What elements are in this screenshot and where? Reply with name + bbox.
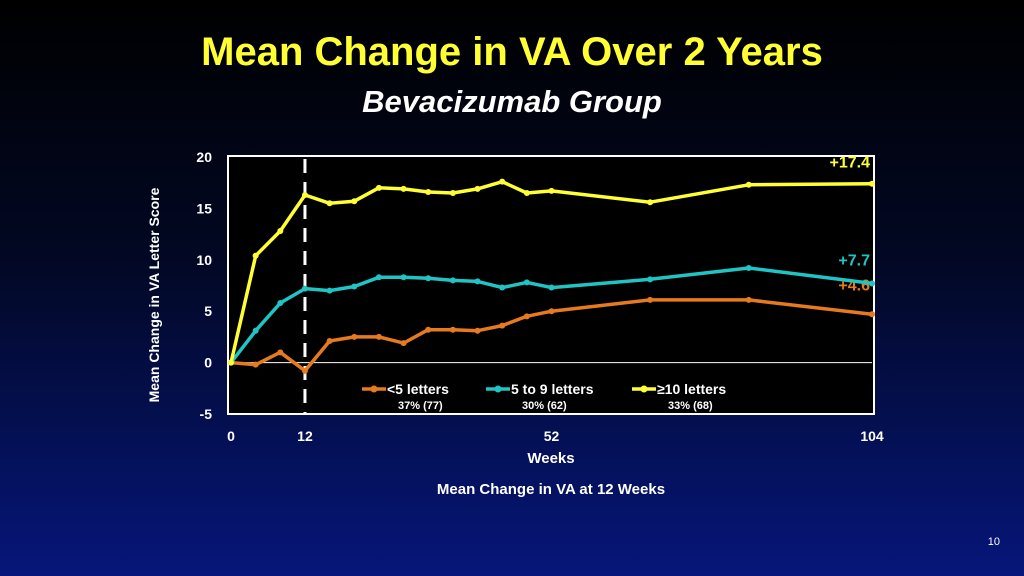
- legend: <5 letters 37% (77) 5 to 9 letters 30% (62)…: [362, 381, 726, 412]
- data-point: [523, 279, 530, 286]
- data-point: [326, 287, 333, 294]
- x-tick-label: 104: [860, 428, 884, 444]
- data-point: [869, 180, 875, 187]
- data-point: [252, 327, 259, 334]
- data-point: [326, 338, 333, 345]
- data-point: [745, 181, 752, 188]
- data-point: [745, 265, 752, 272]
- data-point: [647, 276, 654, 283]
- legend-sublabel: 37% (77): [398, 400, 443, 412]
- legend-label: <5 letters: [387, 381, 449, 397]
- data-point: [351, 333, 358, 340]
- slide-title: Mean Change in VA Over 2 Years: [201, 30, 823, 74]
- data-point: [499, 284, 506, 291]
- x-tick-label: 52: [544, 428, 560, 444]
- data-point: [647, 199, 654, 206]
- series-end-label: +7.7: [838, 252, 870, 269]
- data-point: [375, 184, 382, 191]
- data-point: [400, 340, 407, 347]
- page-number: 10: [987, 536, 1000, 548]
- data-point: [301, 367, 308, 374]
- y-tick-label: 0: [204, 355, 212, 371]
- legend-sublabel: 30% (62): [522, 400, 567, 412]
- data-point: [474, 327, 481, 334]
- legend-label: ≥10 letters: [657, 381, 726, 397]
- x-axis-title: Weeks: [527, 450, 574, 467]
- x-tick-label: 12: [297, 428, 313, 444]
- data-point: [425, 326, 432, 333]
- x-tick-label: 0: [227, 428, 235, 444]
- data-point: [474, 185, 481, 192]
- slide-subtitle: Bevacizumab Group: [362, 84, 662, 119]
- data-point: [425, 188, 432, 195]
- data-point: [548, 187, 555, 194]
- y-tick-label: -5: [200, 406, 213, 422]
- data-point: [252, 361, 259, 368]
- legend-sublabel: 33% (68): [668, 400, 713, 412]
- data-point: [745, 296, 752, 303]
- data-point: [375, 274, 382, 281]
- data-point: [277, 228, 284, 235]
- legend-label: 5 to 9 letters: [511, 381, 594, 397]
- series-end-label: +17.4: [830, 155, 871, 172]
- data-point: [499, 178, 506, 185]
- data-point: [548, 284, 555, 291]
- y-tick-label: 20: [196, 149, 212, 165]
- data-point: [474, 278, 481, 285]
- data-point: [425, 275, 432, 282]
- data-point: [647, 296, 654, 303]
- data-point: [375, 333, 382, 340]
- data-point: [523, 189, 530, 196]
- y-tick-label: 15: [196, 200, 212, 216]
- data-point: [869, 280, 875, 287]
- chart-footnote: Mean Change in VA at 12 Weeks: [437, 481, 665, 498]
- data-point: [252, 252, 259, 259]
- data-point: [326, 200, 333, 207]
- data-point: [301, 285, 308, 292]
- data-point: [277, 349, 284, 356]
- data-point: [548, 308, 555, 315]
- data-point: [228, 359, 234, 366]
- data-point: [869, 311, 875, 318]
- data-point: [351, 198, 358, 205]
- legend-marker: [494, 385, 502, 393]
- data-point: [449, 277, 456, 284]
- y-tick-label: 5: [204, 303, 212, 319]
- data-point: [523, 313, 530, 320]
- data-point: [351, 283, 358, 290]
- y-tick-label: 10: [196, 252, 212, 268]
- data-point: [449, 189, 456, 196]
- data-point: [499, 322, 506, 329]
- legend-marker: [640, 385, 648, 393]
- data-point: [400, 274, 407, 281]
- legend-marker: [370, 385, 378, 393]
- data-point: [301, 192, 308, 199]
- y-axis-title: Mean Change in VA Letter Score: [146, 187, 162, 402]
- data-point: [277, 299, 284, 306]
- data-point: [400, 185, 407, 192]
- data-point: [449, 326, 456, 333]
